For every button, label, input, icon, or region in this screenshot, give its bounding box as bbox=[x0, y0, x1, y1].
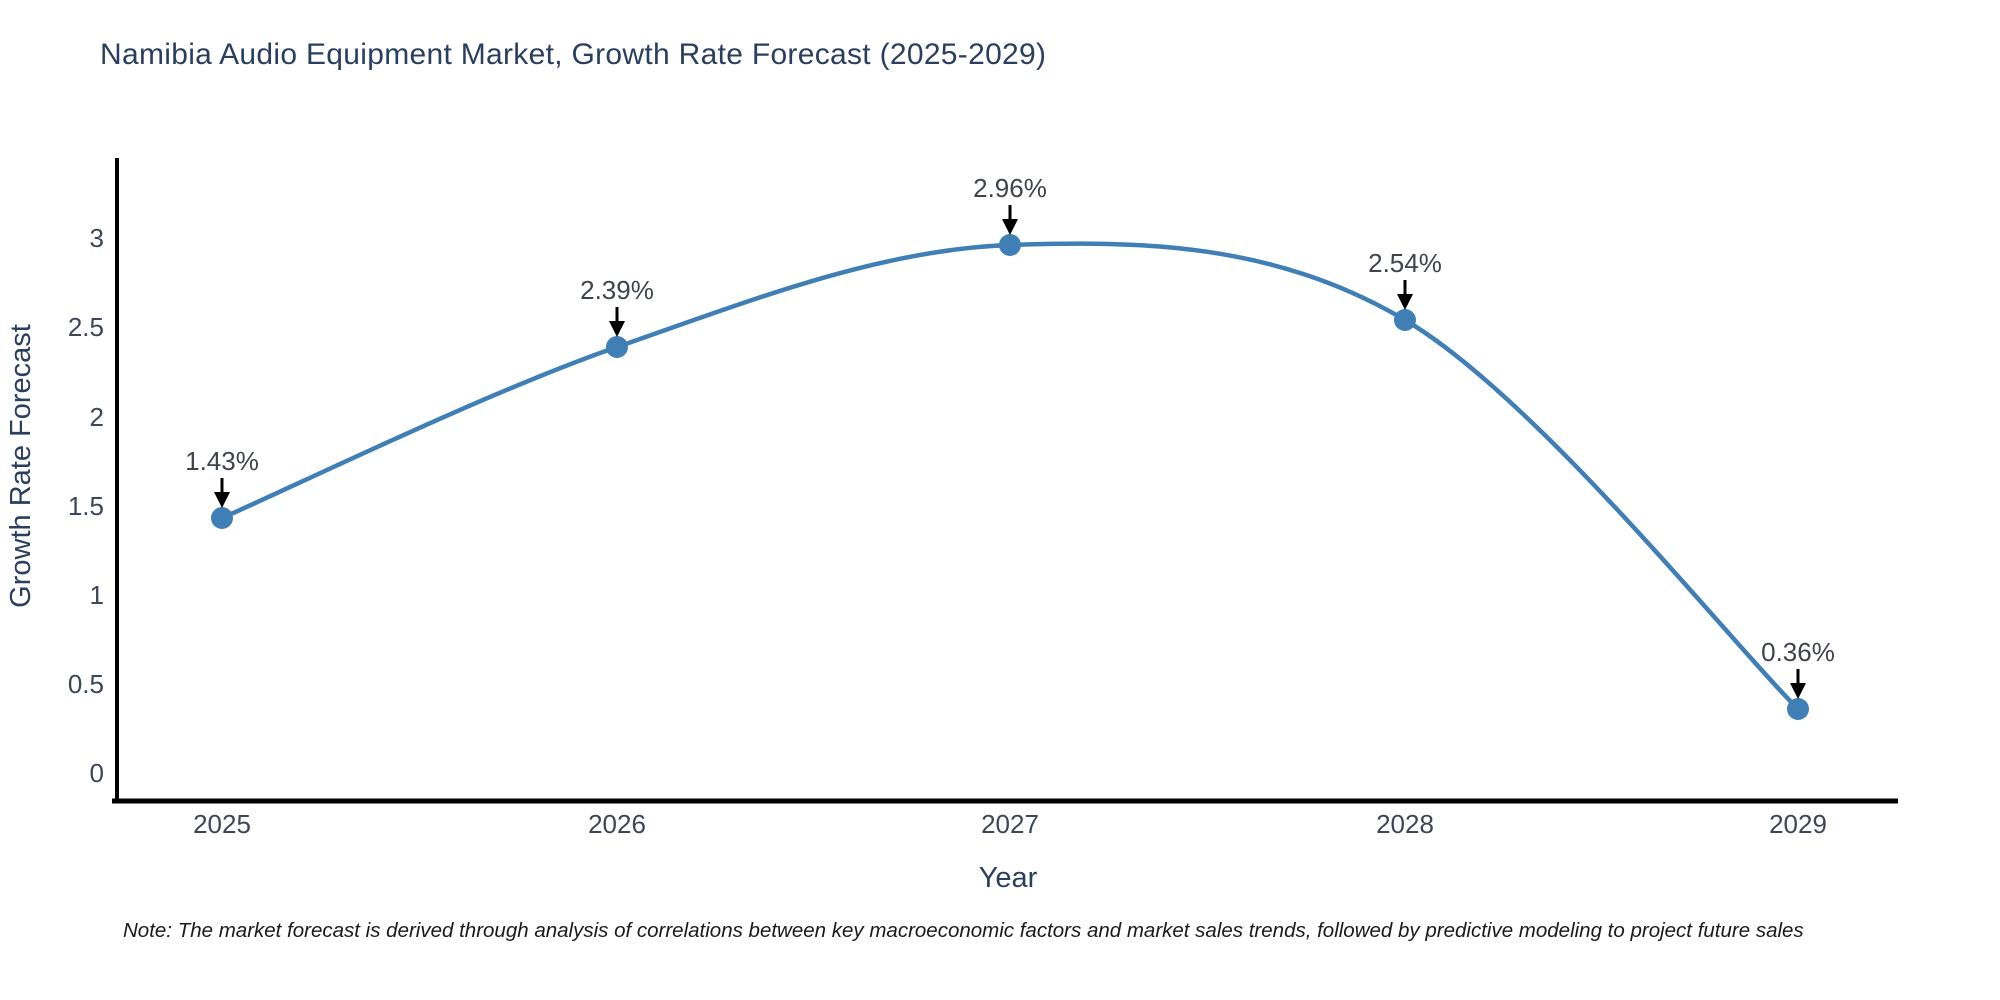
annotation-arrow-head bbox=[1002, 219, 1018, 235]
data-point-group-2027: 2.96% bbox=[973, 173, 1047, 256]
annotation-arrow-head bbox=[1790, 683, 1806, 699]
data-point-marker bbox=[1394, 309, 1416, 331]
annotation-arrow-head bbox=[1397, 294, 1413, 310]
x-tick-2029: 2029 bbox=[1769, 809, 1827, 839]
data-point-group-2026: 2.39% bbox=[580, 275, 654, 358]
x-axis-title: Year bbox=[979, 862, 1038, 894]
x-tick-2026: 2026 bbox=[588, 809, 646, 839]
x-tick-2025: 2025 bbox=[193, 809, 251, 839]
annotation-label: 1.43% bbox=[185, 446, 259, 476]
y-axis-title: Growth Rate Forecast bbox=[5, 324, 37, 608]
y-tick-3: 3 bbox=[90, 223, 104, 253]
y-tick-1: 1 bbox=[90, 580, 104, 610]
x-tick-2027: 2027 bbox=[981, 809, 1039, 839]
annotation-label: 2.54% bbox=[1368, 248, 1442, 278]
line-series bbox=[219, 241, 1801, 712]
y-tick-1-5: 1.5 bbox=[68, 491, 104, 521]
annotation-label: 2.39% bbox=[580, 275, 654, 305]
x-tick-2028: 2028 bbox=[1376, 809, 1434, 839]
data-point-marker bbox=[999, 234, 1021, 256]
data-point-marker bbox=[211, 507, 233, 529]
footnote: Note: The market forecast is derived thr… bbox=[123, 919, 1804, 942]
y-tick-0-5: 0.5 bbox=[68, 669, 104, 699]
data-point-group-2029: 0.36% bbox=[1761, 637, 1835, 720]
data-point-marker bbox=[606, 336, 628, 358]
data-point-group-2025: 1.43% bbox=[185, 446, 259, 529]
annotation-arrow-head bbox=[609, 321, 625, 337]
data-point-marker bbox=[1787, 698, 1809, 720]
y-tick-0: 0 bbox=[90, 758, 104, 788]
annotation-label: 0.36% bbox=[1761, 637, 1835, 667]
y-tick-2-5: 2.5 bbox=[68, 312, 104, 342]
annotation-arrow-head bbox=[214, 492, 230, 508]
y-tick-2: 2 bbox=[90, 402, 104, 432]
annotation-label: 2.96% bbox=[973, 173, 1047, 203]
data-point-group-2028: 2.54% bbox=[1368, 248, 1442, 331]
chart-title: Namibia Audio Equipment Market, Growth R… bbox=[100, 38, 1047, 71]
